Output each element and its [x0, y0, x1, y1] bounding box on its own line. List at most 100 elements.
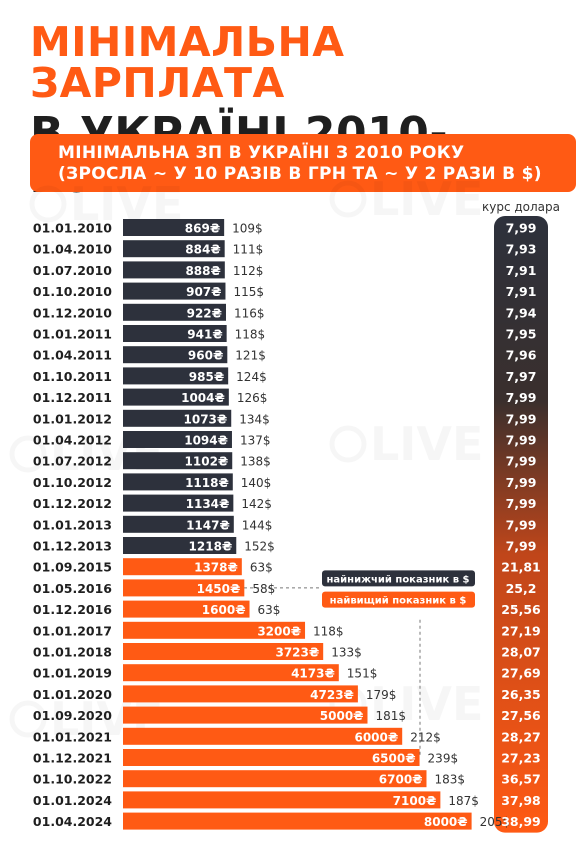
bar-value-usd: 183$	[434, 773, 465, 787]
watermark-text: LIVE	[370, 417, 483, 471]
category-label: 01.09.2020	[33, 708, 112, 723]
bar	[123, 749, 420, 766]
bar	[123, 346, 228, 364]
bar-value-uah: 8000₴	[424, 815, 468, 829]
bar-value-uah: 3723₴	[275, 646, 319, 660]
exchange-rate-value: 28,07	[501, 645, 541, 660]
bar-value-usd: 111$	[233, 243, 264, 257]
bar-value-uah: 960₴	[188, 349, 223, 363]
bar-value-usd: 58$	[252, 582, 275, 596]
bar-value-usd: 116$	[234, 306, 265, 320]
exchange-rate-value: 7,99	[506, 454, 537, 469]
bar	[123, 770, 427, 788]
exchange-rate-value: 7,99	[506, 411, 537, 426]
bar-value-uah: 907₴	[186, 285, 221, 299]
bar	[123, 706, 368, 724]
category-label: 01.12.2010	[33, 305, 112, 320]
bar	[123, 685, 358, 703]
bar-value-uah: 5000₴	[320, 709, 364, 723]
subtitle-line-1: МІНІМАЛЬНА ЗП В УКРАЇНІ З 2010 РОКУ	[58, 143, 465, 163]
bar	[123, 431, 232, 448]
bar	[123, 791, 441, 809]
bar-value-usd: 137$	[240, 434, 271, 448]
exchange-rate-value: 26,35	[501, 687, 541, 702]
exchange-rate-value: 28,27	[501, 729, 541, 744]
exchange-rate-header: курс долара	[482, 200, 560, 214]
bar	[123, 282, 226, 300]
category-label: 01.04.2024	[33, 814, 112, 829]
category-label: 01.01.2011	[33, 327, 112, 342]
exchange-rate-value: 21,81	[501, 560, 541, 575]
bar	[123, 537, 237, 554]
exchange-rate-value: 37,98	[501, 793, 541, 808]
bar	[123, 494, 234, 512]
category-label: 01.10.2010	[33, 284, 112, 299]
bar	[123, 367, 229, 385]
bar	[123, 579, 245, 597]
bar-value-usd: 187$	[448, 794, 479, 808]
bar-value-uah: 941₴	[187, 328, 222, 342]
bar	[123, 515, 234, 533]
bar-value-usd: 212$	[410, 730, 441, 744]
category-label: 01.01.2010	[33, 221, 112, 236]
exchange-rate-value: 27,56	[501, 708, 541, 723]
category-label: 01.04.2012	[33, 433, 112, 448]
bar-value-usd: 151$	[347, 667, 378, 681]
bar	[123, 621, 306, 639]
category-label: 01.07.2010	[33, 263, 112, 278]
bar-value-uah: 1147₴	[186, 518, 230, 532]
bar-value-uah: 1118₴	[185, 476, 229, 490]
bar-value-uah: 1600₴	[202, 603, 246, 617]
category-label: 01.12.2016	[33, 602, 112, 617]
exchange-rate-value: 36,57	[501, 772, 541, 787]
bar-value-uah: 1218₴	[189, 540, 233, 554]
bar-value-usd: 109$	[232, 222, 263, 236]
bar-value-usd: 152$	[244, 540, 275, 554]
bar	[123, 261, 225, 279]
bar-value-usd: 115$	[233, 285, 264, 299]
category-label: 01.01.2020	[33, 687, 112, 702]
bar-value-uah: 884₴	[185, 243, 220, 257]
bar-value-uah: 1134₴	[186, 497, 230, 511]
category-label: 01.01.2019	[33, 666, 112, 681]
bar-value-uah: 985₴	[189, 370, 224, 384]
category-label: 01.01.2018	[33, 645, 112, 660]
subtitle-banner: МІНІМАЛЬНА ЗП В УКРАЇНІ З 2010 РОКУ (ЗРО…	[30, 134, 576, 192]
bar-value-usd: 205$	[480, 815, 511, 829]
bar-value-usd: 140$	[241, 476, 272, 490]
bar	[123, 473, 233, 491]
bar	[123, 558, 242, 576]
bar-value-usd: 138$	[240, 455, 271, 469]
watermark-text: LIVE	[370, 172, 483, 226]
exchange-rate-value: 7,99	[506, 390, 537, 405]
bar	[123, 727, 403, 745]
bar-value-usd: 121$	[235, 349, 266, 363]
watermark-logo-icon	[332, 428, 364, 460]
exchange-rate-value: 7,99	[506, 539, 537, 554]
bar-value-usd: 124$	[236, 370, 267, 384]
bar-value-uah: 1450₴	[197, 582, 241, 596]
category-label: 01.01.2013	[33, 517, 112, 532]
category-label: 01.05.2016	[33, 581, 112, 596]
category-label: 01.01.2012	[33, 411, 112, 426]
bar-value-uah: 6700₴	[379, 773, 423, 787]
exchange-rate-value: 7,96	[506, 348, 537, 363]
bar-value-uah: 4723₴	[310, 688, 354, 702]
category-label: 01.12.2012	[33, 496, 112, 511]
bar	[123, 240, 225, 258]
watermark-logo-icon	[332, 183, 364, 215]
category-label: 01.10.2022	[33, 772, 112, 787]
bar	[123, 643, 324, 660]
bar-value-uah: 1094₴	[184, 434, 228, 448]
bar-value-uah: 1102₴	[185, 455, 229, 469]
bar-value-uah: 1073₴	[184, 412, 228, 426]
bar-value-usd: 142$	[241, 497, 272, 511]
bar-value-usd: 118$	[235, 328, 266, 342]
bar-value-usd: 112$	[233, 264, 264, 278]
annotation-highest-label: найвищий показник в $	[330, 596, 467, 607]
exchange-rate-value: 25,2	[506, 581, 537, 596]
bar-value-usd: 144$	[242, 518, 273, 532]
exchange-rate-value: 7,94	[506, 305, 537, 320]
category-label: 01.04.2010	[33, 242, 112, 257]
exchange-rate-value: 7,97	[506, 369, 537, 384]
